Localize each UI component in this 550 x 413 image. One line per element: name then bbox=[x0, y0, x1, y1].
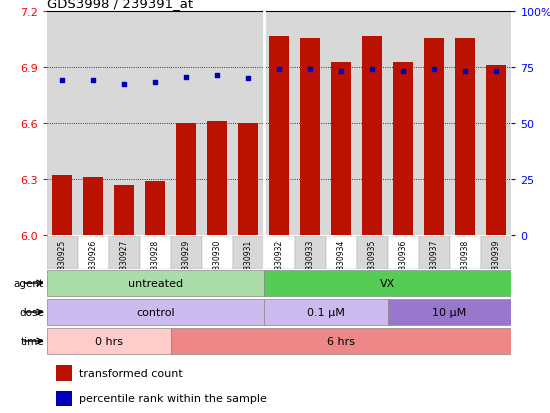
Bar bbox=[47, 299, 263, 325]
Bar bbox=[263, 271, 512, 296]
Bar bbox=[393, 63, 413, 235]
Bar bbox=[145, 182, 165, 235]
Bar bbox=[207, 122, 227, 235]
Bar bbox=[263, 299, 388, 325]
Bar bbox=[140, 236, 170, 269]
Text: GSM830926: GSM830926 bbox=[89, 239, 98, 285]
Text: time: time bbox=[20, 336, 44, 346]
Text: dose: dose bbox=[19, 307, 44, 317]
Bar bbox=[300, 38, 320, 235]
Bar bbox=[424, 38, 444, 235]
Point bbox=[213, 72, 222, 79]
Bar bbox=[486, 66, 506, 235]
Bar bbox=[269, 37, 289, 235]
Text: GSM830936: GSM830936 bbox=[399, 239, 408, 285]
Bar bbox=[388, 299, 512, 325]
Bar bbox=[202, 236, 233, 269]
Text: GSM830933: GSM830933 bbox=[306, 239, 315, 285]
Text: GSM830934: GSM830934 bbox=[337, 239, 345, 285]
Text: 10 μM: 10 μM bbox=[432, 307, 466, 317]
Bar bbox=[56, 365, 72, 381]
Point bbox=[430, 67, 438, 74]
Bar bbox=[263, 236, 295, 269]
Point bbox=[460, 69, 469, 75]
Bar bbox=[109, 236, 140, 269]
Point bbox=[492, 69, 500, 75]
Bar bbox=[114, 185, 134, 235]
Bar bbox=[481, 236, 512, 269]
Point bbox=[182, 74, 190, 81]
Text: 0.1 μM: 0.1 μM bbox=[307, 307, 344, 317]
Bar bbox=[83, 178, 103, 235]
Text: GSM830932: GSM830932 bbox=[274, 239, 284, 285]
Bar bbox=[455, 38, 475, 235]
Text: transformed count: transformed count bbox=[79, 368, 183, 378]
Text: untreated: untreated bbox=[128, 278, 183, 288]
Point bbox=[306, 67, 315, 74]
Text: control: control bbox=[136, 307, 174, 317]
Point bbox=[337, 69, 345, 75]
Text: 0 hrs: 0 hrs bbox=[95, 336, 123, 346]
Bar bbox=[419, 236, 449, 269]
Text: GSM830927: GSM830927 bbox=[120, 239, 129, 285]
Point bbox=[120, 82, 129, 88]
Bar bbox=[56, 391, 72, 406]
Bar bbox=[331, 63, 351, 235]
Bar bbox=[52, 176, 72, 235]
Bar bbox=[362, 37, 382, 235]
Bar bbox=[326, 236, 356, 269]
Text: percentile rank within the sample: percentile rank within the sample bbox=[79, 394, 267, 404]
Text: GDS3998 / 239391_at: GDS3998 / 239391_at bbox=[47, 0, 193, 10]
Bar bbox=[295, 236, 326, 269]
Point bbox=[367, 67, 376, 74]
Bar bbox=[449, 236, 481, 269]
Text: GSM830937: GSM830937 bbox=[430, 239, 438, 285]
Text: 6 hrs: 6 hrs bbox=[327, 336, 355, 346]
Bar bbox=[170, 328, 512, 354]
Bar bbox=[47, 271, 263, 296]
Text: GSM830928: GSM830928 bbox=[151, 239, 160, 285]
Point bbox=[151, 80, 160, 86]
Point bbox=[89, 78, 97, 85]
Text: GSM830939: GSM830939 bbox=[492, 239, 500, 285]
Bar bbox=[47, 236, 78, 269]
Bar bbox=[233, 236, 263, 269]
Point bbox=[274, 67, 284, 74]
Point bbox=[244, 76, 252, 83]
Text: GSM830935: GSM830935 bbox=[367, 239, 377, 285]
Bar bbox=[47, 328, 170, 354]
Point bbox=[58, 78, 67, 85]
Text: agent: agent bbox=[14, 278, 44, 288]
Text: GSM830929: GSM830929 bbox=[182, 239, 191, 285]
Text: GSM830930: GSM830930 bbox=[213, 239, 222, 285]
Bar bbox=[170, 236, 202, 269]
Bar bbox=[78, 236, 109, 269]
Text: GSM830938: GSM830938 bbox=[460, 239, 470, 285]
Bar bbox=[356, 236, 388, 269]
Text: GSM830925: GSM830925 bbox=[58, 239, 67, 285]
Text: GSM830931: GSM830931 bbox=[244, 239, 252, 285]
Bar bbox=[176, 124, 196, 235]
Point bbox=[399, 69, 408, 75]
Bar bbox=[388, 236, 419, 269]
Text: VX: VX bbox=[380, 278, 395, 288]
Bar bbox=[238, 124, 258, 235]
